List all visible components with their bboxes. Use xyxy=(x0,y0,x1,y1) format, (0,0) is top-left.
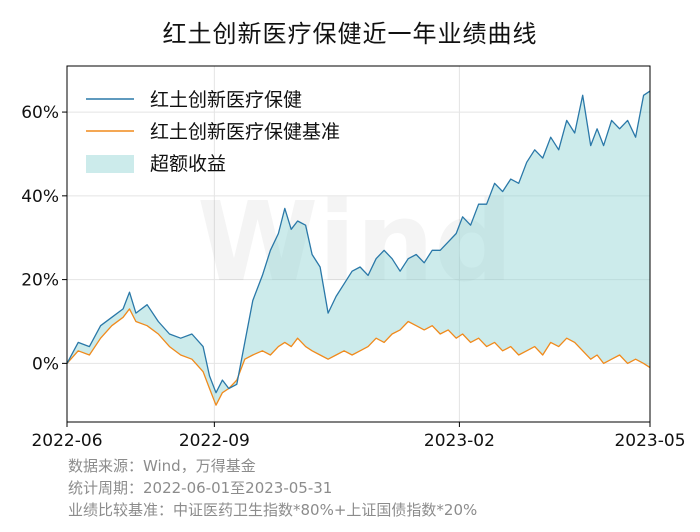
y-tick-label: 20% xyxy=(21,271,59,291)
x-tick-label: 2023-05 xyxy=(614,431,685,451)
plot-frame xyxy=(66,65,651,423)
x-tick-label: 2023-02 xyxy=(424,431,495,451)
series-lines xyxy=(66,90,651,406)
chart-footer: 数据来源：Wind，万得基金 统计周期：2022-06-01至2023-05-3… xyxy=(68,455,477,521)
y-tick-label: 0% xyxy=(32,354,59,374)
x-tick-label: 2022-09 xyxy=(179,431,250,451)
benchmark-note: 业绩比较基准：中证医药卫生指数*80%+上证国债指数*20% xyxy=(68,501,478,519)
fund-line xyxy=(66,90,651,394)
excess-return-area-layer xyxy=(67,91,650,406)
x-tick-label: 2022-06 xyxy=(31,431,102,451)
legend-label-excess: 超额收益 xyxy=(150,153,226,175)
benchmark-line xyxy=(66,308,651,406)
legend: 红土创新医疗保健 红土创新医疗保健基准 超额收益 xyxy=(86,89,340,175)
legend-label-fund: 红土创新医疗保健 xyxy=(150,89,302,111)
wind-watermark: Wind xyxy=(197,178,513,306)
legend-label-benchmark: 红土创新医疗保健基准 xyxy=(150,121,340,143)
axis-ticks: 0% 20% 40% 60% 2022-06 2022-09 2023-02 2023-05 xyxy=(21,103,685,451)
data-source-note: 数据来源：Wind，万得基金 xyxy=(68,457,256,475)
statistics-period-note: 统计周期：2022-06-01至2023-05-31 xyxy=(68,479,333,497)
chart-title: 红土创新医疗保健近一年业绩曲线 xyxy=(162,20,538,48)
excess-return-area xyxy=(67,91,650,406)
y-tick-label: 40% xyxy=(21,187,59,207)
legend-swatch-excess xyxy=(86,155,134,173)
y-tick-label: 60% xyxy=(21,103,59,123)
